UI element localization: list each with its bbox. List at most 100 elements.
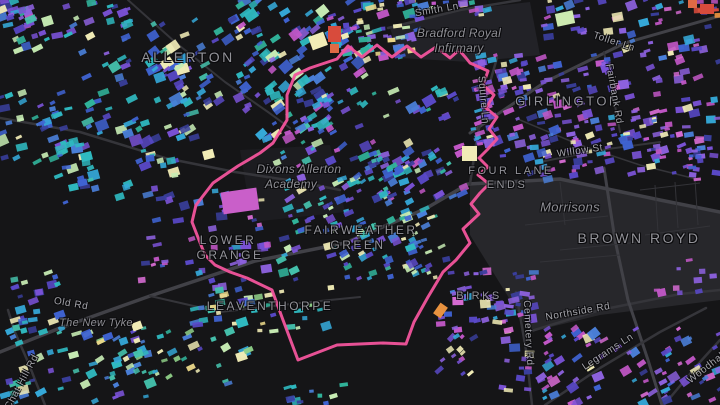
building [144, 55, 159, 68]
building [349, 155, 359, 162]
building [284, 193, 296, 204]
building [695, 136, 705, 140]
building [90, 397, 99, 405]
building [235, 0, 245, 10]
building [678, 374, 692, 388]
building [109, 370, 116, 377]
building [425, 107, 432, 112]
building [147, 45, 161, 59]
plot-line [539, 254, 621, 263]
building [685, 258, 693, 263]
building [661, 370, 667, 376]
building [135, 125, 143, 133]
building [499, 154, 507, 158]
building [278, 59, 294, 75]
building [0, 391, 11, 400]
building [41, 151, 49, 159]
building [552, 99, 564, 109]
building [583, 72, 589, 77]
building [678, 0, 684, 5]
building [522, 83, 532, 90]
building [585, 6, 590, 11]
building [446, 332, 457, 343]
building [542, 175, 554, 184]
building [71, 330, 83, 337]
building [172, 217, 185, 224]
building [187, 235, 196, 243]
building [309, 23, 321, 35]
building [479, 269, 488, 276]
building [671, 170, 677, 175]
building [46, 348, 54, 356]
building [258, 47, 274, 63]
building [219, 291, 230, 299]
building [97, 87, 110, 98]
building [12, 46, 24, 55]
building [90, 184, 100, 193]
building [210, 336, 217, 343]
building [122, 355, 130, 363]
building [212, 95, 225, 107]
building [139, 119, 151, 128]
building [691, 149, 698, 153]
building [269, 328, 279, 334]
building [0, 94, 5, 100]
building [379, 162, 390, 170]
building [208, 292, 215, 298]
building [325, 213, 336, 225]
building [508, 57, 518, 64]
building [654, 158, 661, 164]
building [10, 276, 19, 283]
building [386, 191, 398, 200]
building [69, 21, 78, 29]
building [640, 391, 649, 398]
building [581, 162, 588, 168]
building [570, 397, 584, 405]
building [411, 2, 419, 8]
building [359, 230, 369, 239]
building [512, 271, 518, 276]
building [72, 368, 80, 374]
building [692, 73, 704, 82]
building [469, 333, 479, 342]
building [618, 79, 630, 90]
building [268, 56, 276, 63]
building [344, 0, 358, 6]
building [0, 0, 10, 5]
building [205, 73, 214, 81]
building [405, 100, 420, 115]
building [566, 131, 576, 138]
building [518, 366, 525, 370]
building [404, 160, 411, 165]
building [685, 355, 696, 366]
building [15, 142, 29, 152]
building [387, 37, 396, 43]
building [173, 355, 181, 363]
building [452, 95, 460, 103]
building [118, 336, 129, 346]
building [171, 172, 179, 178]
building [387, 273, 394, 280]
building [478, 13, 485, 17]
building [293, 308, 304, 314]
building [253, 293, 264, 301]
building [199, 60, 211, 69]
building [37, 327, 49, 336]
building [161, 259, 169, 264]
building [562, 103, 572, 111]
building [571, 86, 582, 93]
building [646, 387, 658, 398]
building [24, 4, 35, 12]
building [102, 331, 114, 342]
building [368, 150, 378, 158]
building [406, 257, 419, 270]
building [152, 242, 163, 248]
building [368, 269, 378, 277]
building [646, 148, 652, 152]
building [520, 61, 527, 67]
building [343, 55, 354, 64]
building [433, 147, 441, 154]
building [34, 288, 44, 296]
building [193, 49, 201, 57]
